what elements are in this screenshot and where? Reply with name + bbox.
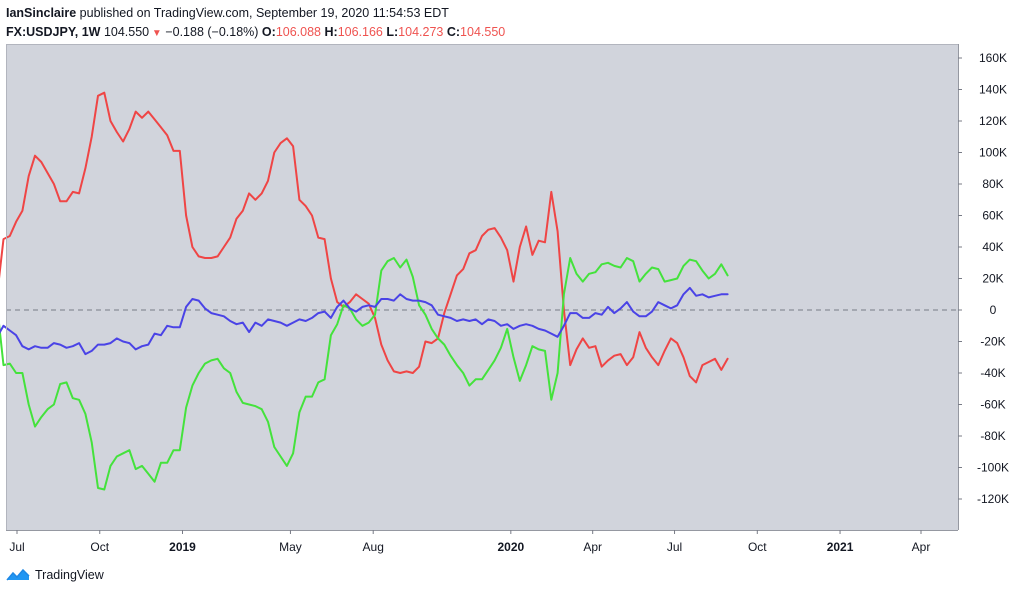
y-tick-label: -120K (977, 492, 1009, 506)
high-label: H: (324, 25, 338, 39)
tradingview-logo-icon[interactable] (6, 568, 30, 582)
x-axis: Jul Oct 2019 May Aug 2020 Apr Jul Oct 2021 Apr (9, 530, 930, 554)
close-label: C: (446, 25, 461, 39)
y-tick-label: 100K (979, 146, 1007, 160)
series-line-3[interactable] (0, 286, 729, 356)
y-tick-label: -60K (980, 398, 1005, 412)
series-group (0, 91, 729, 491)
x-tick-label: Jul (667, 540, 682, 554)
y-axis: 160K 140K 120K 100K 80K 60K 40K 20K 0 -20K -40K -60… (958, 51, 1009, 506)
low-label: L: (386, 25, 399, 39)
open-value: 106.088 (275, 25, 321, 39)
chart-header: IanSinclaire published on TradingView.co… (6, 5, 1006, 42)
author-name[interactable]: IanSinclaire (6, 6, 77, 20)
plot-area[interactable] (6, 44, 958, 530)
x-tick-label: 2021 (827, 540, 854, 554)
footer-brand[interactable]: TradingView (35, 568, 104, 582)
change-value: −0.188 (−0.18%) (165, 25, 259, 39)
open-label: O: (261, 25, 276, 39)
quote-line: FX:USDJPY, 1W 104.550 ▼ −0.188 (−0.18%) … (6, 24, 1006, 42)
time-scale-bg[interactable] (6, 530, 958, 560)
y-tick-label: 80K (982, 177, 1003, 191)
x-tick-label: Apr (912, 540, 931, 554)
y-tick-label: -40K (980, 366, 1005, 380)
down-arrow-icon: ▼ (149, 28, 162, 39)
price-scale-bg[interactable] (958, 44, 1013, 530)
y-tick-label: 20K (982, 272, 1003, 286)
high-value: 106.166 (337, 25, 383, 39)
series-line-2[interactable] (0, 257, 729, 491)
x-tick-label: 2019 (169, 540, 196, 554)
price-value: 104.550 (103, 25, 150, 39)
symbol-label[interactable]: FX:USDJPY, 1W (6, 25, 101, 39)
y-tick-label: -80K (980, 429, 1005, 443)
publish-text: published on TradingView.com, September … (79, 6, 449, 20)
x-tick-label: Oct (748, 540, 767, 554)
x-tick-label: 2020 (497, 540, 524, 554)
publish-info: IanSinclaire published on TradingView.co… (6, 5, 1006, 21)
y-tick-label: -20K (980, 335, 1005, 349)
y-tick-label: -100K (977, 461, 1009, 475)
y-tick-label: 40K (982, 240, 1003, 254)
y-tick-label: 140K (979, 83, 1007, 97)
y-tick-label: 120K (979, 114, 1007, 128)
y-tick-label: 0 (990, 303, 997, 317)
x-tick-label: Aug (363, 540, 384, 554)
low-value: 104.273 (398, 25, 444, 39)
y-tick-label: 60K (982, 209, 1003, 223)
y-tick-label: 160K (979, 51, 1007, 65)
series-line-1[interactable] (0, 91, 729, 384)
footer: TradingView (6, 568, 104, 582)
x-tick-label: May (279, 540, 302, 554)
x-tick-label: Apr (583, 540, 602, 554)
x-tick-label: Jul (9, 540, 24, 554)
x-tick-label: Oct (90, 540, 109, 554)
close-value: 104.550 (460, 25, 506, 39)
